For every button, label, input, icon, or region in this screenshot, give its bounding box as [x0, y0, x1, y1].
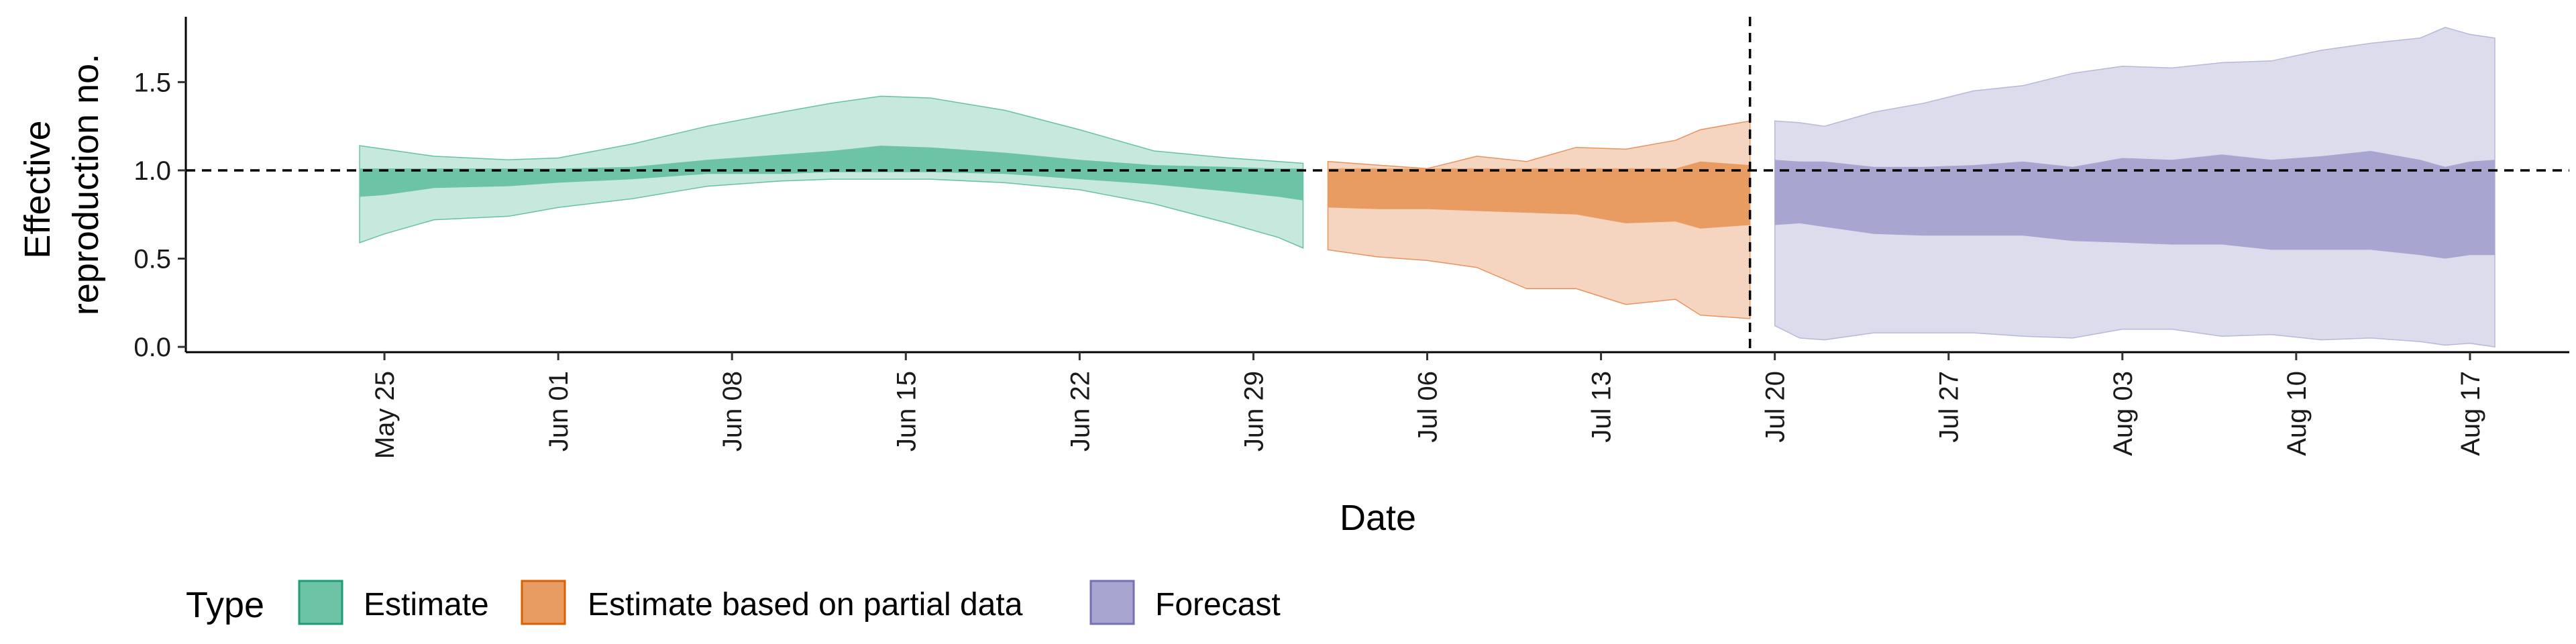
x-tick-label: May 25 [370, 371, 400, 459]
y-axis-title-line-1: Effective [17, 120, 58, 258]
ribbon-inner-forecast [1774, 151, 2495, 259]
y-ticks: 0.0 0.5 1.0 1.5 [133, 68, 186, 362]
x-tick-label: Jun 22 [1065, 371, 1095, 451]
axes [184, 17, 2569, 354]
x-axis-title: Date [1340, 498, 1416, 538]
y-tick-label: 0.0 [133, 333, 171, 362]
x-tick-label: Jul 06 [1413, 371, 1443, 443]
x-tick-label: Jul 13 [1587, 371, 1617, 443]
ribbon-inner-estimate [360, 146, 1303, 201]
reference-lines [186, 17, 2569, 352]
y-tick-label: 0.5 [133, 245, 171, 274]
legend-item-forecast: Forecast [1089, 580, 1281, 625]
legend-label-forecast: Forecast [1155, 587, 1281, 623]
x-ticks: May 25 Jun 01 Jun 08 Jun 15 Jun 22 Jun 29 Jul … [370, 352, 2485, 459]
legend-label-partial: Estimate based on partial data [588, 587, 1023, 623]
legend-label-estimate: Estimate [364, 587, 489, 623]
legend-swatch-forecast [1089, 580, 1135, 625]
ribbon-inner-estimate-based-on-partial-data [1328, 161, 1750, 229]
plot-area: 0.0 0.5 1.0 1.5 May 25 Jun 01 Jun 08 Jun 15 Jun… [133, 17, 2569, 459]
x-tick-label: Aug 03 [2108, 371, 2138, 456]
legend-swatch-partial [521, 580, 566, 625]
x-tick-label: Aug 17 [2456, 371, 2485, 456]
legend-item-partial: Estimate based on partial data [521, 580, 1023, 625]
ribbons [359, 27, 2496, 347]
legend-swatch-estimate [298, 580, 343, 625]
x-tick-label: Jun 15 [892, 371, 921, 451]
legend: Type Estimate Estimate based on partial … [186, 580, 1281, 625]
y-tick-label: 1.0 [133, 156, 171, 186]
x-tick-label: Jun 08 [718, 371, 747, 451]
y-axis-title-line-2: reproduction no. [66, 54, 106, 315]
y-tick-label: 1.5 [133, 68, 171, 97]
x-tick-label: Jul 20 [1761, 371, 1790, 443]
x-tick-label: Jun 01 [544, 371, 574, 451]
y-axis-title: Effective reproduction no. [17, 54, 106, 315]
legend-item-estimate: Estimate [298, 580, 489, 625]
legend-title: Type [186, 585, 264, 625]
x-tick-label: Jul 27 [1935, 371, 1964, 443]
x-tick-label: Jun 29 [1239, 371, 1269, 451]
x-tick-label: Aug 10 [2282, 371, 2312, 456]
